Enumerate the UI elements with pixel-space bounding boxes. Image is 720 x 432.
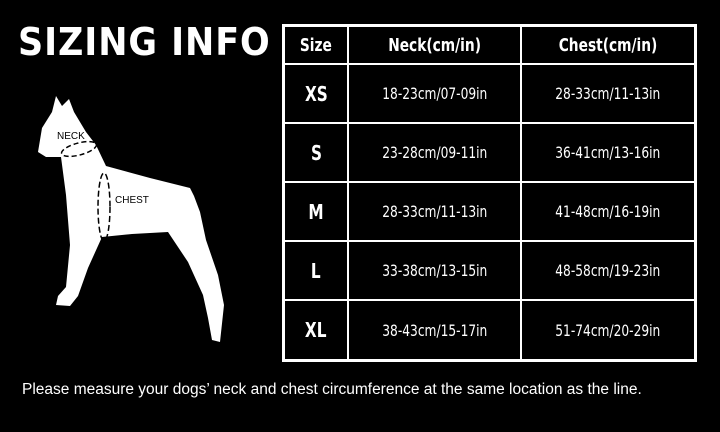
header-neck: Neck(cm/in) [346, 24, 523, 65]
size-cell: S [282, 122, 349, 184]
table-row: S 23-28cm/09-11in 36-41cm/13-16in [282, 122, 697, 184]
table-row: XS 18-23cm/07-09in 28-33cm/11-13in [282, 62, 697, 125]
chest-cell: 48-58cm/19-23in [520, 240, 697, 302]
table-row: L 33-38cm/13-15in 48-58cm/19-23in [282, 240, 697, 302]
dog-silhouette-diagram: NECK CHEST [38, 96, 224, 342]
measurement-note: Please measure your dogs’ neck and chest… [22, 381, 642, 398]
size-cell: XS [282, 62, 349, 125]
size-table: Size Neck(cm/in) Chest(cm/in) XS 18-23cm… [282, 24, 697, 362]
neck-cell: 38-43cm/15-17in [346, 299, 523, 362]
size-cell: L [282, 240, 349, 302]
chest-label: CHEST [115, 195, 149, 206]
page-title: SIZING INFO [18, 20, 271, 64]
neck-label: NECK [57, 131, 85, 142]
table-row: XL 38-43cm/15-17in 51-74cm/20-29in [282, 299, 697, 362]
neck-cell: 23-28cm/09-11in [346, 122, 523, 184]
neck-measure-line [60, 140, 98, 158]
chest-cell: 28-33cm/11-13in [520, 62, 697, 125]
neck-cell: 33-38cm/13-15in [346, 240, 523, 302]
chest-cell: 36-41cm/13-16in [520, 122, 697, 184]
chest-measure-line [97, 172, 111, 242]
neck-cell: 28-33cm/11-13in [346, 181, 523, 243]
table-row: M 28-33cm/11-13in 41-48cm/16-19in [282, 181, 697, 243]
size-cell: XL [282, 299, 349, 362]
neck-cell: 18-23cm/07-09in [346, 62, 523, 125]
chest-cell: 41-48cm/16-19in [520, 181, 697, 243]
chest-cell: 51-74cm/20-29in [520, 299, 697, 362]
header-chest: Chest(cm/in) [520, 24, 697, 65]
table-header-row: Size Neck(cm/in) Chest(cm/in) [282, 24, 697, 65]
dog-silhouette [38, 96, 224, 342]
size-cell: M [282, 181, 349, 243]
header-size: Size [282, 24, 349, 65]
